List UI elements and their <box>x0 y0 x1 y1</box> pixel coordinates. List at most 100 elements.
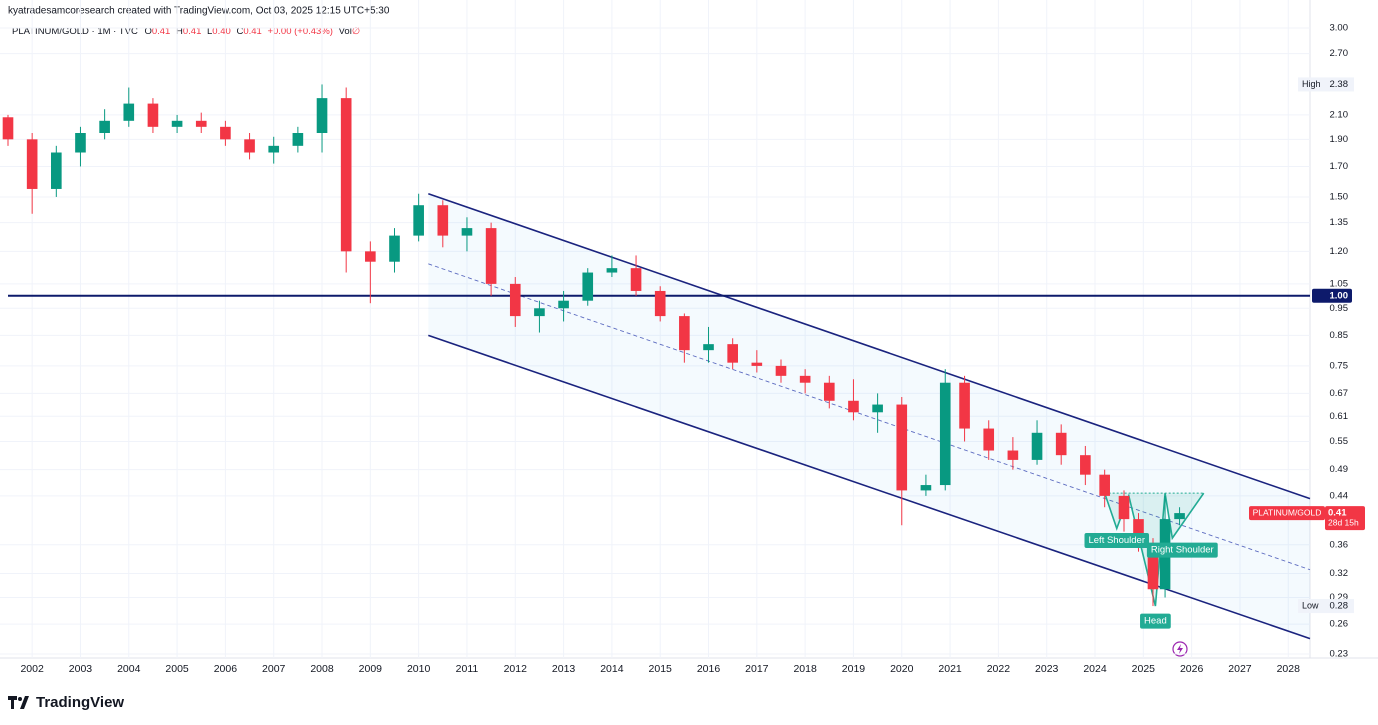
channel-upper <box>428 192 1311 500</box>
symbol-line: PLATINUM/GOLD · 1M · TVC <box>12 26 138 37</box>
high-badge-box <box>1298 77 1354 92</box>
candle-body <box>606 268 618 273</box>
last-countdown: 28d 15h <box>1328 517 1359 527</box>
x-tick-label: 2002 <box>20 663 44 675</box>
event-icon-bolt <box>1177 644 1183 654</box>
candle-body <box>823 382 835 401</box>
event-icon[interactable] <box>1172 641 1188 657</box>
high-badge-value: 2.38 <box>1330 79 1349 90</box>
legend: PLATINUM/GOLD · 1M · TVC O0.41 H0.41 L0.… <box>12 26 360 37</box>
y-tick-label: 0.32 <box>1330 568 1349 579</box>
legend-key: Vol <box>339 26 352 37</box>
x-tick-label: 2028 <box>1277 663 1301 675</box>
candle-body <box>1174 513 1185 520</box>
last-symbol-box <box>1249 506 1325 521</box>
last-price-box <box>1325 506 1365 531</box>
x-tick-label: 2017 <box>745 663 769 675</box>
candle-body <box>509 283 521 317</box>
legend-key: O <box>144 26 151 37</box>
candle-body <box>1055 432 1067 456</box>
candle-body <box>340 98 352 252</box>
x-tick-label: 2008 <box>310 663 334 675</box>
candle-body <box>268 145 280 153</box>
candle-body <box>848 400 859 413</box>
last-symbol: PLATINUM/GOLD <box>1253 507 1322 517</box>
x-tick-label: 2003 <box>69 663 93 675</box>
x-tick-label: 2025 <box>1132 663 1156 675</box>
x-tick-label: 2024 <box>1083 663 1107 675</box>
channel-fill <box>428 193 1311 639</box>
pattern-line <box>1103 492 1205 607</box>
y-tick-label: 0.23 <box>1330 649 1349 660</box>
y-tick-label: 0.44 <box>1330 490 1349 501</box>
legend-value: 0.41 <box>183 26 202 37</box>
x-tick-label: 2026 <box>1180 663 1204 675</box>
candle-body <box>485 228 497 284</box>
y-tick-label: 2.10 <box>1330 109 1349 120</box>
y-tick-label: 1.70 <box>1330 161 1349 172</box>
candle-body <box>654 290 666 317</box>
x-tick-label: 2011 <box>456 663 479 675</box>
y-tick-label: 0.26 <box>1330 619 1349 630</box>
x-tick-label: 2012 <box>504 663 528 675</box>
y-tick-label: 0.85 <box>1330 330 1349 341</box>
x-tick-label: 2027 <box>1228 663 1252 675</box>
low-badge-box <box>1298 599 1354 614</box>
candle-body <box>896 404 908 491</box>
candle-body <box>534 308 545 317</box>
candle-body <box>2 117 14 140</box>
y-tick-label: 3.00 <box>1330 23 1349 34</box>
y-tick-label: 1.50 <box>1330 191 1349 202</box>
y-tick-label: 0.49 <box>1330 464 1349 475</box>
candle-body <box>220 126 231 140</box>
x-tick-label: 2010 <box>407 663 431 675</box>
x-tick-label: 2023 <box>1035 663 1059 675</box>
legend-change: +0.00 (+0.43%) <box>267 26 333 37</box>
x-tick-label: 2020 <box>890 663 914 675</box>
candle-body <box>75 132 86 153</box>
logo-text: TradingView <box>36 694 124 711</box>
candle-body <box>99 120 110 133</box>
candle-body <box>26 139 38 189</box>
candle-body <box>171 120 183 127</box>
pattern-label: Head <box>1140 613 1171 629</box>
legend-value: 0.41 <box>243 26 262 37</box>
logo-mark <box>8 696 29 709</box>
candle-body <box>939 382 951 486</box>
candle-body <box>1007 450 1019 460</box>
low-badge-key: Low <box>1302 600 1319 610</box>
pattern-label-text: Left Shoulder <box>1088 535 1145 546</box>
legend-value: 0.40 <box>212 26 231 37</box>
y-tick-label: 0.75 <box>1330 360 1349 371</box>
pattern-label-text: Head <box>1144 616 1167 627</box>
x-tick-label: 2013 <box>552 663 576 675</box>
legend-value: 0.41 <box>152 26 171 37</box>
candle-body <box>195 120 207 127</box>
candle-body <box>1147 544 1159 590</box>
legend-value: ∅ <box>352 26 360 37</box>
y-tick-label: 1.20 <box>1330 246 1349 257</box>
candle-body <box>1118 495 1130 520</box>
y-tick-label: 0.36 <box>1330 539 1349 550</box>
candle-body <box>244 139 255 153</box>
candle-body <box>437 205 449 236</box>
y-tick-label: 0.67 <box>1330 388 1349 399</box>
y-tick-label: 0.29 <box>1330 592 1349 603</box>
candle-body <box>582 272 594 301</box>
pattern-label-box <box>1146 542 1218 558</box>
candle-body <box>147 103 159 127</box>
high-badge-key: High <box>1302 79 1321 89</box>
candle-body <box>365 251 376 262</box>
candle-body <box>751 362 763 366</box>
candle-body <box>703 344 714 351</box>
low-badge-value: 0.28 <box>1330 601 1349 612</box>
logo-dot <box>18 697 22 701</box>
pattern-label-box <box>1140 613 1171 629</box>
candle-body <box>920 485 932 491</box>
pattern-label-text: Right Shoulder <box>1151 545 1214 556</box>
candle-body <box>872 404 883 413</box>
x-tick-label: 2021 <box>938 663 962 675</box>
x-tick-label: 2014 <box>600 663 624 675</box>
